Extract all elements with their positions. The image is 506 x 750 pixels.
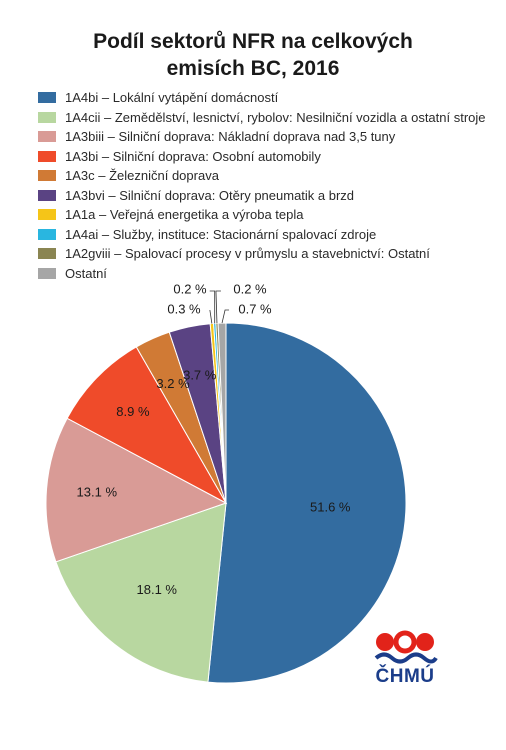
chmu-logo-mark [374, 630, 438, 664]
legend-swatch [38, 189, 56, 201]
legend-label: 1A3biii – Silniční doprava: Nákladní dop… [65, 129, 396, 145]
legend-item: 1A3bvi – Silniční doprava: Otěry pneumat… [38, 186, 498, 206]
pie-slice [45, 417, 228, 563]
legend-swatch [38, 131, 56, 143]
legend-swatch [38, 150, 56, 162]
legend-swatch [38, 228, 56, 240]
legend-swatch [38, 170, 56, 182]
legend-label: 1A4bi – Lokální vytápění domácností [65, 90, 279, 106]
legend-swatch [38, 92, 56, 104]
legend-label: 1A4ai – Služby, instituce: Stacionární s… [65, 226, 377, 242]
leader-line [221, 309, 230, 324]
legend-item: 1A3bi – Silniční doprava: Osobní automob… [38, 147, 498, 167]
legend-item: 1A3c – Železniční doprava [38, 166, 498, 186]
leader-line [215, 290, 221, 324]
pie-slice [66, 346, 228, 505]
legend-item: 1A4cii – Zemědělství, lesnictví, rybolov… [38, 108, 498, 128]
leader-line [209, 309, 213, 324]
legend-item: 1A2gviii – Spalovací procesy v průmyslu … [38, 244, 498, 264]
data-label: 3.2 % [156, 376, 190, 391]
legend-item: 1A4bi – Lokální vytápění domácností [38, 88, 498, 108]
chart-legend: 1A4bi – Lokální vytápění domácností 1A4ci… [38, 88, 498, 283]
legend-item: 1A4ai – Služby, instituce: Stacionární s… [38, 225, 498, 245]
chmu-logo-text: ČHMÚ [375, 666, 435, 687]
chart-title-line-2: emisích BC, 2016 [166, 57, 340, 80]
data-label: 8.9 % [116, 404, 150, 419]
legend-label: Ostatní [65, 265, 107, 281]
data-label: 13.1 % [77, 484, 118, 499]
legend-label: 1A3bi – Silniční doprava: Osobní automob… [65, 148, 321, 164]
leader-line [209, 290, 216, 324]
data-label: 0.3 % [167, 301, 201, 316]
pie-slice [55, 502, 227, 683]
legend-item: 1A3biii – Silniční doprava: Nákladní dop… [38, 127, 498, 147]
data-label: 18.1 % [137, 582, 178, 597]
legend-item: Ostatní [38, 264, 498, 284]
legend-swatch [38, 248, 56, 260]
legend-label: 1A4cii – Zemědělství, lesnictví, rybolov… [65, 109, 486, 125]
chart-title: Podíl sektorů NFR na celkových emisích B… [0, 28, 506, 82]
data-label: 0.2 % [233, 281, 267, 296]
legend-label: 1A1a – Veřejná energetika a výroba tepla [65, 207, 304, 223]
legend-item: 1A1a – Veřejná energetika a výroba tepla [38, 205, 498, 225]
legend-swatch [38, 111, 56, 123]
data-label: 0.7 % [238, 301, 272, 316]
legend-swatch [38, 209, 56, 221]
chmu-logo: ČHMÚ [370, 628, 440, 690]
legend-swatch [38, 267, 56, 279]
data-label: 51.6 % [310, 500, 351, 515]
legend-label: 1A3c – Železniční doprava [65, 168, 219, 184]
pie-slice [207, 322, 407, 684]
legend-label: 1A2gviii – Spalovací procesy v průmyslu … [65, 246, 430, 262]
data-label: 3.7 % [183, 368, 217, 383]
data-label: 0.2 % [173, 281, 207, 296]
legend-label: 1A3bvi – Silniční doprava: Otěry pneumat… [65, 187, 355, 203]
chart-title-line-1: Podíl sektorů NFR na celkových [93, 30, 413, 53]
